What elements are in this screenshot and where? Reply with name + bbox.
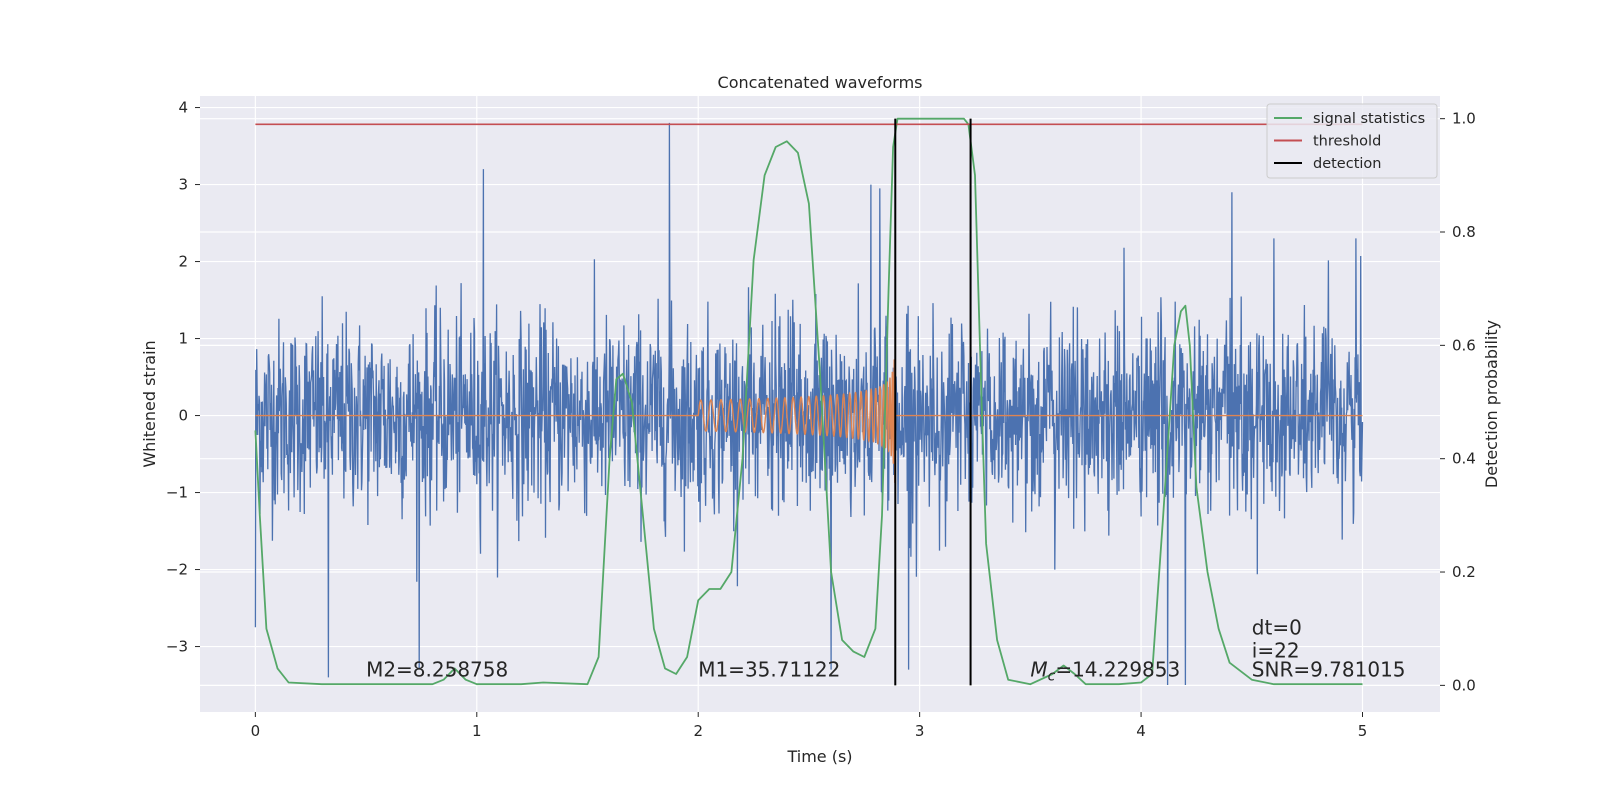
legend-label: threshold: [1313, 134, 1381, 150]
annotation-subscript: c: [1048, 669, 1056, 685]
y2-tick-label: 0.8: [1452, 223, 1476, 241]
y2-tick-label: 0.4: [1452, 450, 1476, 468]
y2-tick-label: 0.2: [1452, 563, 1476, 581]
legend-label: detection: [1313, 156, 1381, 172]
y2-tick-label: 0.0: [1452, 676, 1476, 694]
annotation-text: M1=35.71122: [698, 658, 840, 682]
annotation-symbol: M: [1030, 658, 1047, 682]
y-axis-label: Whitened strain: [140, 340, 159, 467]
y-tick-label: −2: [166, 561, 188, 579]
annotation-text: i=22: [1252, 638, 1300, 662]
y-tick-label: −1: [166, 484, 188, 502]
x-tick-label: 4: [1136, 722, 1146, 740]
x-tick-label: 1: [472, 722, 482, 740]
chart-title: Concatenated waveforms: [718, 73, 923, 92]
y2-tick-label: 1.0: [1452, 110, 1476, 128]
whitened-strain-line: [254, 122, 1364, 686]
axes-layer: 0 1 2 3 4 5 −3 −2 −1 0 1 2 3 4 0.0 0.2 0.4 0.6 0.8 1.0: [166, 99, 1476, 740]
x-tick-label: 3: [915, 722, 925, 740]
injected-waveform-line: [255, 333, 1363, 483]
annotation-text: M2=8.258758: [366, 658, 508, 682]
x-axis-label: Time (s): [786, 747, 852, 766]
y-tick-label: −3: [166, 638, 188, 656]
y2-axis-label: Detection probability: [1482, 320, 1501, 488]
x-tick-label: 0: [251, 722, 261, 740]
y-tick-label: 1: [178, 330, 188, 348]
annotation-value: =14.229853: [1055, 658, 1180, 682]
legend: signal statistics threshold detection: [1266, 103, 1438, 179]
annotations: M2=8.258758 M1=35.71122 Mc=14.229853 dt=0i=…: [366, 615, 1405, 684]
annotation-text: SNR=9.781015: [1252, 658, 1406, 682]
y2-tick-label: 0.6: [1452, 336, 1476, 354]
annotation-text: dt=0: [1252, 615, 1302, 639]
y-tick-label: 2: [178, 253, 188, 271]
y-tick-label: 3: [178, 176, 188, 194]
x-tick-label: 2: [693, 722, 703, 740]
x-tick-label: 5: [1358, 722, 1368, 740]
signal-statistics-line: [254, 117, 1363, 686]
legend-box: [1266, 103, 1438, 179]
annotation-text: Mc=14.229853: [1030, 658, 1180, 685]
y-tick-label: 4: [178, 99, 188, 117]
series-layer: [254, 117, 1364, 686]
y-tick-label: 0: [178, 407, 188, 425]
legend-label: signal statistics: [1313, 111, 1425, 127]
